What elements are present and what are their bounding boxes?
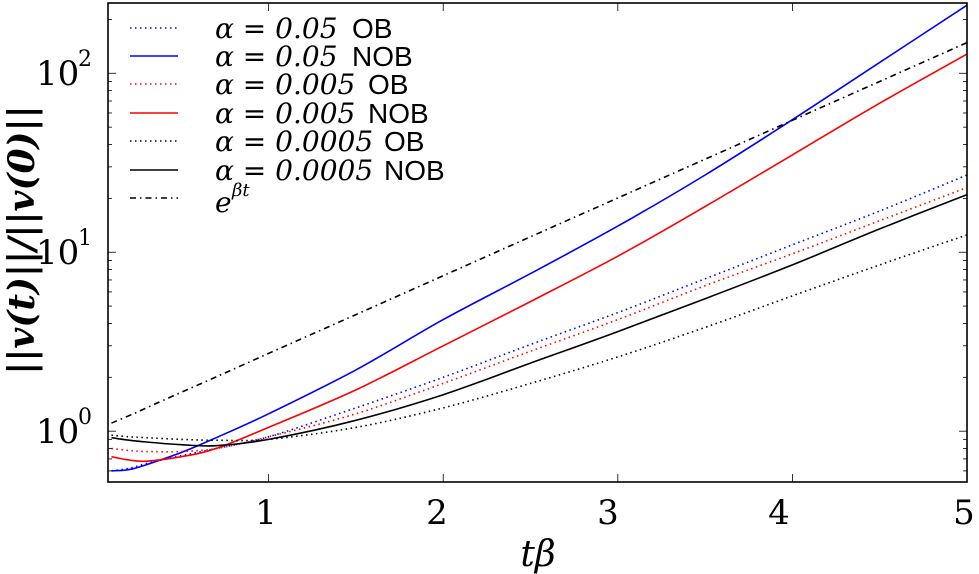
svg-text:10: 10 xyxy=(36,54,79,94)
series-line-0 xyxy=(111,174,968,472)
series-line-6 xyxy=(111,41,968,424)
x-tick-label-2: 2 xyxy=(426,493,448,533)
svg-text:NOB: NOB xyxy=(368,98,429,129)
svg-text:α = 0.005: α = 0.005 xyxy=(215,68,355,101)
y-axis-label: ||v(t)||/||v(0)|| xyxy=(1,105,43,375)
series-line-5 xyxy=(111,193,968,447)
x-tick-label-1: 1 xyxy=(255,493,277,533)
legend: α = 0.05 OB α = 0.05 NOB α = 0.005 OB α … xyxy=(130,12,445,219)
legend-entry-0: α = 0.05 OB xyxy=(130,12,392,45)
svg-text:NOB: NOB xyxy=(352,41,413,72)
plot-frame xyxy=(107,2,968,483)
series-layer xyxy=(111,4,968,472)
svg-text:0: 0 xyxy=(78,405,92,430)
svg-text:1: 1 xyxy=(78,226,92,251)
svg-text:α = 0.005: α = 0.005 xyxy=(215,97,355,130)
svg-text:OB: OB xyxy=(368,69,408,100)
svg-text:e: e xyxy=(215,186,232,219)
svg-text:OB: OB xyxy=(384,126,424,157)
x-tick-label-4: 4 xyxy=(768,493,790,533)
legend-entry-2: α = 0.005 OB xyxy=(130,68,408,101)
y-tick-label-100: 10 2 xyxy=(36,47,92,94)
legend-entry-4: α = 0.0005 OB xyxy=(130,125,424,158)
x-axis-label: tβ xyxy=(520,534,555,574)
series-line-4 xyxy=(111,234,968,442)
x-tick-label-3: 3 xyxy=(597,493,619,533)
svg-text:OB: OB xyxy=(352,13,392,44)
y-tick-label-10: 10 1 xyxy=(36,226,92,273)
svg-text:2: 2 xyxy=(78,47,92,72)
svg-text:NOB: NOB xyxy=(384,155,445,186)
svg-text:α = 0.05: α = 0.05 xyxy=(215,40,338,73)
svg-text:α = 0.05: α = 0.05 xyxy=(215,12,338,45)
svg-text:10: 10 xyxy=(36,233,79,273)
svg-text:βt: βt xyxy=(231,180,250,201)
legend-entry-3: α = 0.005 NOB xyxy=(130,97,429,130)
svg-text:α = 0.0005: α = 0.0005 xyxy=(215,125,373,158)
tick-layer xyxy=(108,3,968,482)
legend-entry-1: α = 0.05 NOB xyxy=(130,40,413,73)
svg-text:α = 0.0005: α = 0.0005 xyxy=(215,154,373,187)
series-line-3 xyxy=(111,53,968,463)
svg-text:10: 10 xyxy=(36,412,79,452)
legend-entry-5: α = 0.0005 NOB xyxy=(130,154,445,187)
series-line-2 xyxy=(111,186,968,453)
x-tick-label-5: 5 xyxy=(953,493,975,533)
legend-entry-6: e βt xyxy=(130,180,250,219)
y-tick-label-1: 10 0 xyxy=(36,405,92,452)
